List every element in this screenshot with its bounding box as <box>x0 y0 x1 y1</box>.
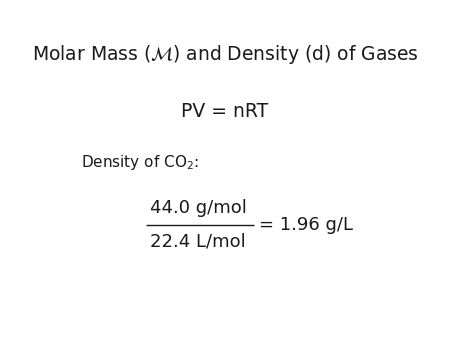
Text: PV = nRT: PV = nRT <box>181 102 269 121</box>
Text: 22.4 L/mol: 22.4 L/mol <box>150 233 246 251</box>
Text: = 1.96 g/L: = 1.96 g/L <box>259 216 353 234</box>
Text: Density of CO$_2$:: Density of CO$_2$: <box>81 153 199 172</box>
Text: 44.0 g/mol: 44.0 g/mol <box>149 199 247 217</box>
Text: Molar Mass ($\mathcal{M}$) and Density (d) of Gases: Molar Mass ($\mathcal{M}$) and Density (… <box>32 43 419 66</box>
